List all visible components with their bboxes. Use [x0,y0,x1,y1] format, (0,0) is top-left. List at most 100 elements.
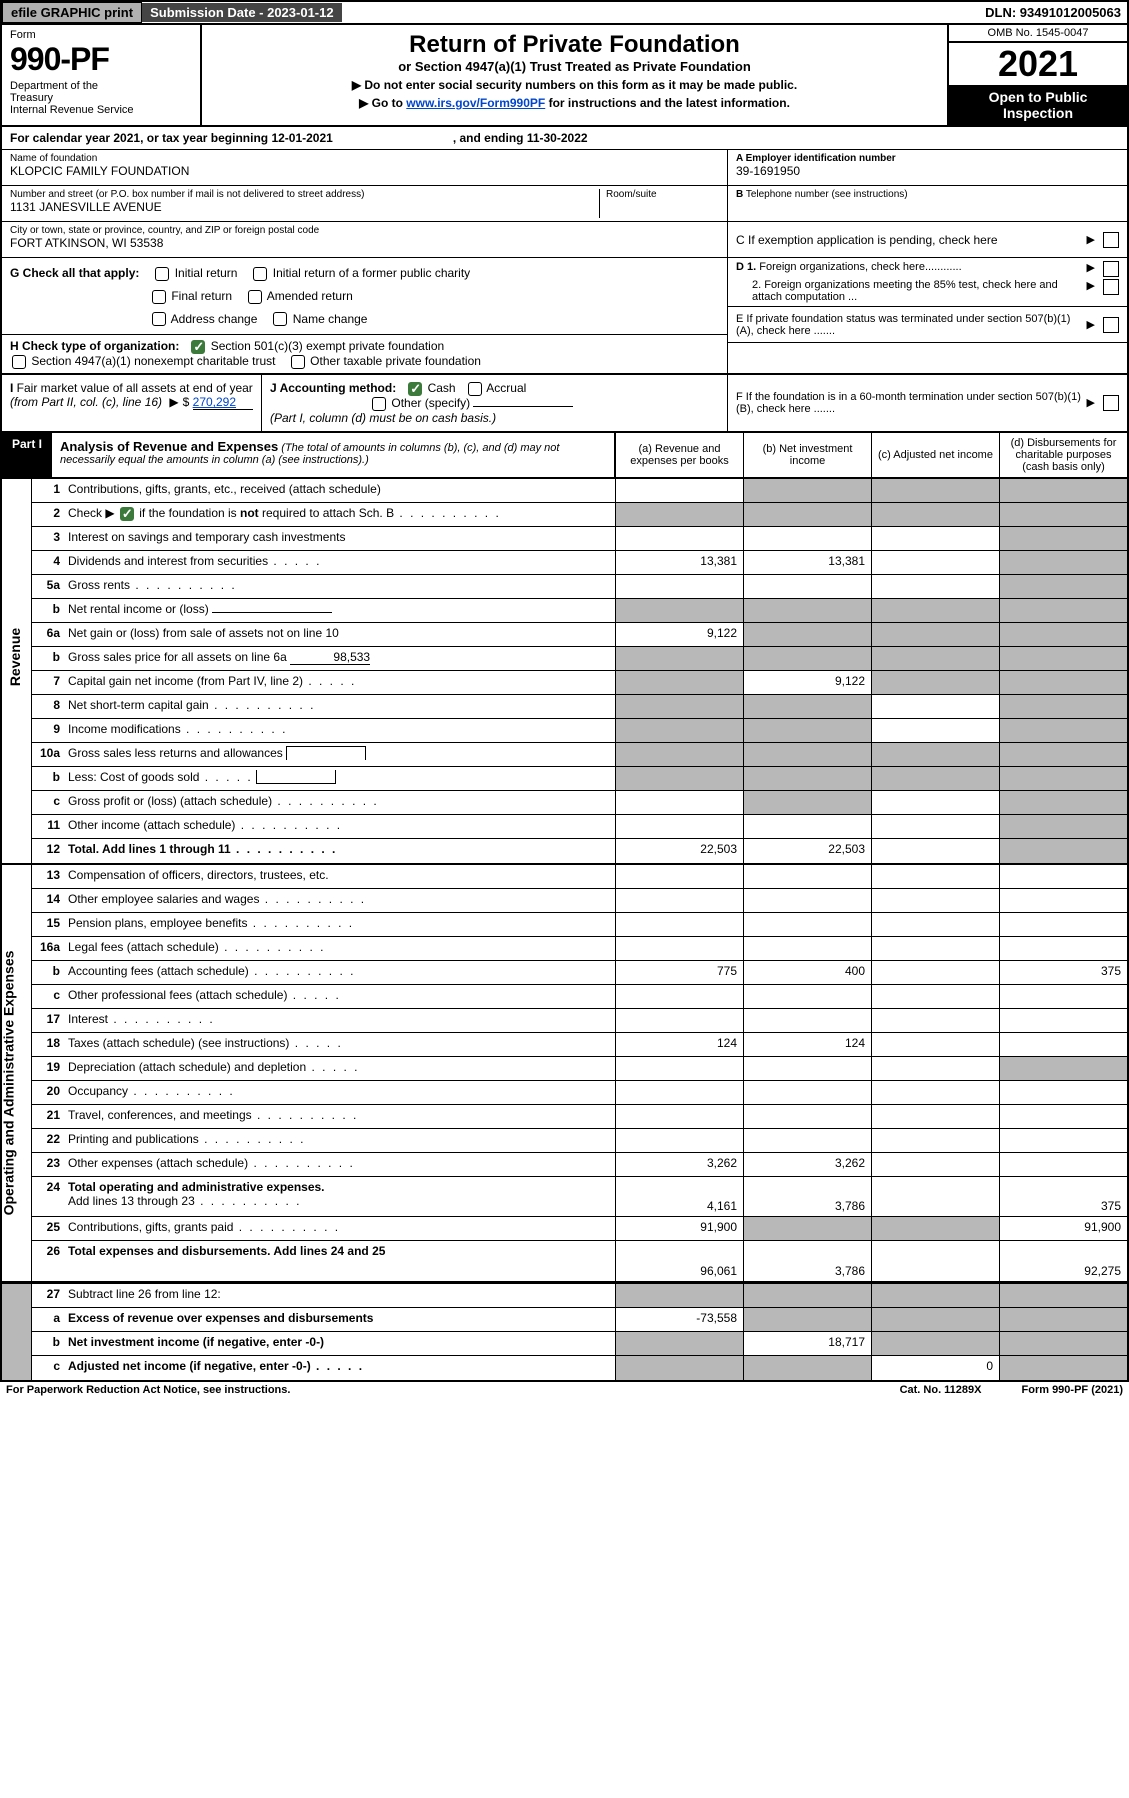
city-state-zip: FORT ATKINSON, WI 53538 [10,236,719,250]
form-ref: Form 990-PF (2021) [1022,1384,1124,1396]
irs-link[interactable]: www.irs.gov/Form990PF [406,96,545,110]
r10a-desc: Gross sales less returns and allowances [66,743,615,766]
col-c-header: (c) Adjusted net income [871,433,999,477]
amended-return-checkbox[interactable] [248,290,262,304]
e-checkbox[interactable] [1103,317,1119,333]
r6b-desc: Gross sales price for all assets on line… [66,647,615,670]
initial-former-checkbox[interactable] [253,267,267,281]
fmv-value[interactable]: 270,292 [193,395,253,410]
topbar: efile GRAPHIC print Submission Date - 20… [0,0,1129,25]
street-address: 1131 JANESVILLE AVENUE [10,200,599,214]
form-header: Form 990-PF Department of theTreasuryInt… [0,25,1129,127]
cal-end: , and ending 11-30-2022 [453,131,588,145]
part1-title: Analysis of Revenue and Expenses [60,439,278,454]
f-checkbox[interactable] [1103,395,1119,411]
open-inspection: Open to PublicInspection [949,85,1127,125]
other-taxable-checkbox[interactable] [291,355,305,369]
efile-print-button[interactable]: efile GRAPHIC print [2,2,142,23]
r15-desc: Pension plans, employee benefits [66,913,615,936]
r4-b: 13,381 [743,551,871,574]
arrow-icon: ▶ [1087,233,1095,246]
d1-label: D 1. Foreign organizations, check here..… [736,261,1083,277]
inst2-pre: ▶ Go to [359,96,406,110]
revenue-side-label: Revenue [7,628,23,686]
r18-desc: Taxes (attach schedule) (see instruction… [66,1033,615,1056]
name-label: Name of foundation [10,153,719,164]
501c3-checkbox[interactable] [191,340,205,354]
r12-a: 22,503 [615,839,743,863]
j-accrual: Accrual [486,381,526,395]
identity-grid: Name of foundation KLOPCIC FAMILY FOUNDA… [0,150,1129,375]
cash-checkbox[interactable] [408,382,422,396]
schb-checkbox[interactable] [120,507,134,521]
i-j-f-row: I Fair market value of all assets at end… [0,375,1129,433]
name-change-checkbox[interactable] [273,312,287,326]
r19-desc: Depreciation (attach schedule) and deple… [66,1057,615,1080]
4947a1-checkbox[interactable] [12,355,26,369]
r9-desc: Income modifications [66,719,615,742]
expenses-table: Operating and Administrative Expenses 13… [0,865,1129,1283]
r11-desc: Other income (attach schedule) [66,815,615,838]
g-opt-4: Address change [171,312,258,326]
r24-d: 375 [999,1177,1127,1216]
r17-desc: Interest [66,1009,615,1032]
initial-return-checkbox[interactable] [155,267,169,281]
h-opt-1: Section 501(c)(3) exempt private foundat… [211,339,444,353]
cat-no: Cat. No. 11289X [900,1384,982,1396]
omb-number: OMB No. 1545-0047 [949,25,1127,43]
g-opt-0: Initial return [175,266,238,280]
address-change-checkbox[interactable] [152,312,166,326]
arrow-icon: ▶ [1087,261,1095,277]
arrow-icon: ▶ [1087,318,1095,331]
r27b-desc: Net investment income (if negative, ente… [66,1332,615,1355]
r27c-desc: Adjusted net income (if negative, enter … [66,1356,615,1380]
r22-desc: Printing and publications [66,1129,615,1152]
r23-a: 3,262 [615,1153,743,1176]
d1-checkbox[interactable] [1103,261,1119,277]
j-note: (Part I, column (d) must be on cash basi… [270,411,496,425]
inst2-post: for instructions and the latest informat… [545,96,790,110]
r27b-b: 18,717 [743,1332,871,1355]
r10b-desc: Less: Cost of goods sold [66,767,615,790]
r23-desc: Other expenses (attach schedule) [66,1153,615,1176]
r26-b: 3,786 [743,1241,871,1281]
calendar-year-row: For calendar year 2021, or tax year begi… [0,127,1129,150]
r27a-desc: Excess of revenue over expenses and disb… [66,1308,615,1331]
h-label: H Check type of organization: [10,339,179,353]
form-label: Form [10,29,192,41]
r18-b: 124 [743,1033,871,1056]
final-return-checkbox[interactable] [152,290,166,304]
r6b-val: 98,533 [290,650,370,665]
r1-desc: Contributions, gifts, grants, etc., rece… [66,479,615,502]
r21-desc: Travel, conferences, and meetings [66,1105,615,1128]
form-subtitle: or Section 4947(a)(1) Trust Treated as P… [208,59,941,74]
r6a-desc: Net gain or (loss) from sale of assets n… [66,623,615,646]
r20-desc: Occupancy [66,1081,615,1104]
r5a-desc: Gross rents [66,575,615,598]
form-instruction-2: ▶ Go to www.irs.gov/Form990PF for instru… [208,96,941,110]
r16b-d: 375 [999,961,1127,984]
r8-desc: Net short-term capital gain [66,695,615,718]
r23-b: 3,262 [743,1153,871,1176]
r27-desc: Subtract line 26 from line 12: [66,1284,615,1307]
tax-year: 2021 [949,43,1127,85]
j-other: Other (specify) [391,396,470,410]
other-specify-field[interactable] [473,406,573,407]
f-label: F If the foundation is in a 60-month ter… [736,391,1083,415]
r26-d: 92,275 [999,1241,1127,1281]
r24-b: 3,786 [743,1177,871,1216]
h-opt-2: Section 4947(a)(1) nonexempt charitable … [31,354,275,368]
c-checkbox[interactable] [1103,232,1119,248]
footer: For Paperwork Reduction Act Notice, see … [0,1382,1129,1398]
r25-desc: Contributions, gifts, grants paid [66,1217,615,1240]
other-method-checkbox[interactable] [372,397,386,411]
accrual-checkbox[interactable] [468,382,482,396]
d2-checkbox[interactable] [1103,279,1119,295]
arrow-icon: ▶ [1087,279,1095,303]
r14-desc: Other employee salaries and wages [66,889,615,912]
r16b-b: 400 [743,961,871,984]
expenses-side-label: Operating and Administrative Expenses [0,950,16,1215]
r6a-a: 9,122 [615,623,743,646]
r5b-desc: Net rental income or (loss) [66,599,615,622]
g-opt-3: Amended return [267,289,353,303]
